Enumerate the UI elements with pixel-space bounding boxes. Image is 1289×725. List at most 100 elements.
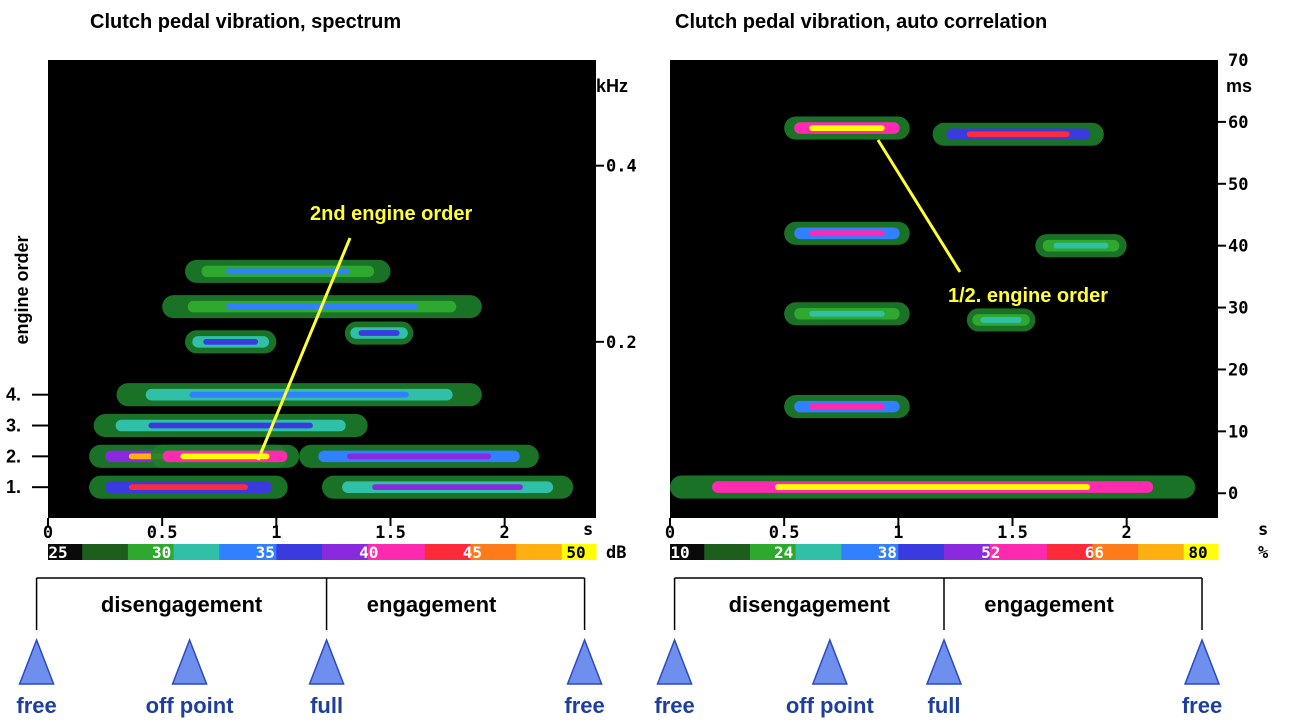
left-plot-area [48, 60, 596, 518]
left-x-tick-label: 0.5 [147, 523, 178, 543]
left-colorbar-cell [162, 544, 175, 560]
right-colorbar-cell [670, 544, 682, 560]
right-colorbar-cell [1081, 544, 1093, 560]
left-annotation-pointer [256, 237, 352, 461]
right-annotation-pointer [876, 139, 962, 273]
left-colorbar-cell [173, 544, 186, 560]
right-colorbar-cell [772, 544, 785, 560]
right-colorbar-cell [1023, 544, 1036, 560]
right-colorbar-label: 38 [878, 543, 897, 562]
right-colorbar-unit: % [1258, 543, 1269, 563]
right-event-triangle [925, 637, 963, 685]
left-colorbar-cell [527, 544, 540, 560]
right-colorbar-cell [1115, 544, 1128, 560]
right-x-tick-label: 1.5 [997, 523, 1028, 543]
right-x-tick-label: 2 [1122, 523, 1132, 543]
left-colorbar-cell [93, 544, 106, 560]
left-colorbar-label: 50 [566, 543, 585, 562]
left-event-label: free [564, 693, 604, 718]
left-colorbar-cell [356, 544, 369, 560]
left-event-markers: free off point full free [16, 637, 605, 718]
left-event-triangle [171, 637, 208, 685]
right-event-triangle [656, 637, 693, 685]
left-order-tick-label: 2. [6, 446, 21, 466]
left-colorbar-cell [127, 544, 140, 560]
right-colorbar-cell [852, 544, 865, 560]
left-event-label: free [16, 693, 56, 718]
right-y-tick-label: 40 [1228, 237, 1248, 257]
left-right-axis-unit: kHz [596, 76, 628, 96]
right-colorbar-cell [1012, 544, 1025, 560]
right-blob-core [809, 230, 885, 237]
left-colorbar-cell [253, 544, 266, 560]
right-y-tick-label: 70 [1228, 51, 1248, 71]
left-y-tick-label: 0.2 [606, 333, 637, 353]
left-colorbar-cell [287, 544, 300, 560]
right-event-label: free [1182, 693, 1222, 718]
left-colorbar-cell [105, 544, 117, 560]
left-colorbar-cell [230, 544, 243, 560]
right-colorbar-cell [1092, 544, 1105, 560]
right-phase-disengagement: disengagement [729, 592, 891, 617]
right-event-label: off point [786, 693, 875, 718]
left-colorbar-label: 25 [48, 543, 67, 562]
right-colorbar-cell [841, 544, 854, 560]
left-phase-disengagement: disengagement [101, 592, 263, 617]
left-event-triangle [308, 637, 345, 685]
left-x-axis-unit: s [583, 520, 593, 540]
right-event-label: free [654, 693, 694, 718]
right-blob-core [966, 131, 1070, 138]
left-blob-core [358, 330, 400, 336]
left-phase-engagement: engagement [367, 592, 497, 617]
right-phase-engagement: engagement [984, 592, 1114, 617]
left-colorbar-cell [367, 544, 380, 560]
left-colorbar-cell [504, 544, 517, 560]
right-colorbar-cell [1001, 544, 1013, 560]
left-colorbar-cell [481, 544, 494, 560]
left-colorbar-cell [459, 544, 471, 560]
left-colorbar-cell [493, 544, 506, 560]
right-event-triangle [1183, 637, 1221, 685]
left-colorbar-cell [299, 544, 312, 560]
left-colorbar-cell [573, 544, 586, 560]
left-blob-core [203, 338, 259, 345]
left-colorbar-cell [264, 544, 277, 560]
right-colorbar-cell [1138, 544, 1150, 560]
right-colorbar-cell [1069, 544, 1082, 560]
left-colorbar-label: 30 [152, 543, 171, 562]
left-colorbar-cell [219, 544, 232, 560]
left-x-tick-label: 0 [43, 523, 53, 543]
right-y-tick-label: 10 [1228, 422, 1248, 442]
left-colorbar: 25 30 35 40 45 50 [48, 543, 597, 562]
right-x-tick-label: 0 [665, 523, 675, 543]
right-colorbar-cell [749, 544, 762, 560]
right-colorbar-cell [1149, 544, 1162, 560]
right-y-tick-label: 30 [1228, 299, 1248, 319]
left-colorbar-cell [470, 544, 483, 560]
left-x-tick-label: 1 [271, 523, 281, 543]
left-colorbar-cell [150, 544, 163, 560]
right-phase-brackets: disengagement engagement [673, 577, 1203, 630]
left-colorbar-cell [538, 544, 551, 560]
left-colorbar-cell [584, 544, 597, 560]
left-event-label: off point [146, 693, 235, 718]
left-colorbar-cell [413, 544, 426, 560]
left-order-tick-label: 3. [6, 416, 21, 436]
left-order-tick-label: 1. [6, 477, 21, 497]
right-colorbar-cell [807, 544, 819, 560]
left-blob-core [128, 484, 249, 491]
right-colorbar-cell [978, 544, 991, 560]
right-colorbar-cell [966, 544, 979, 560]
right-blob-core [1053, 242, 1109, 249]
left-colorbar-cell [424, 544, 437, 560]
right-blob-core [775, 484, 1091, 490]
left-order-tick-label: 4. [6, 385, 21, 405]
right-event-triangle [811, 637, 848, 685]
left-event-label: full [310, 693, 343, 718]
left-x-tick-label: 2 [500, 523, 510, 543]
left-blob-core [180, 453, 270, 460]
left-colorbar-cell [390, 544, 403, 560]
right-colorbar-cell [1195, 544, 1208, 560]
right-x-tick-label: 0.5 [769, 523, 800, 543]
